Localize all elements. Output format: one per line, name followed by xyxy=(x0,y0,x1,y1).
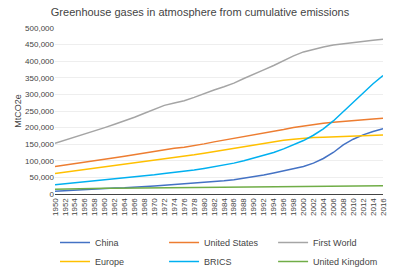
svg-text:1982: 1982 xyxy=(210,198,219,216)
svg-text:1992: 1992 xyxy=(259,198,268,216)
svg-text:1984: 1984 xyxy=(220,198,229,216)
svg-text:1988: 1988 xyxy=(239,198,248,216)
svg-text:2010: 2010 xyxy=(349,198,358,216)
svg-text:1972: 1972 xyxy=(160,198,169,216)
svg-text:450,000: 450,000 xyxy=(25,40,54,49)
svg-text:1960: 1960 xyxy=(100,198,109,216)
svg-text:2008: 2008 xyxy=(339,198,348,216)
svg-text:150,000: 150,000 xyxy=(25,140,54,149)
svg-text:2016: 2016 xyxy=(379,198,388,216)
svg-text:400,000: 400,000 xyxy=(25,57,54,66)
svg-text:1994: 1994 xyxy=(269,198,278,216)
svg-text:1968: 1968 xyxy=(140,198,149,216)
svg-text:2002: 2002 xyxy=(309,198,318,216)
svg-text:1978: 1978 xyxy=(190,198,199,216)
svg-text:1952: 1952 xyxy=(61,198,70,216)
svg-text:Europe: Europe xyxy=(95,257,124,267)
svg-text:50,000: 50,000 xyxy=(30,173,55,182)
svg-text:United States: United States xyxy=(204,238,259,248)
svg-text:1950: 1950 xyxy=(51,198,60,216)
svg-text:2006: 2006 xyxy=(329,198,338,216)
svg-text:First World: First World xyxy=(313,238,356,248)
svg-text:1966: 1966 xyxy=(130,198,139,216)
svg-text:2000: 2000 xyxy=(299,198,308,216)
svg-text:1962: 1962 xyxy=(110,198,119,216)
svg-text:500,000: 500,000 xyxy=(25,24,54,33)
svg-text:1976: 1976 xyxy=(180,198,189,216)
svg-text:China: China xyxy=(95,238,119,248)
svg-text:Greenhouse gases in atmosphere: Greenhouse gases in atmosphere from cumu… xyxy=(51,6,350,18)
svg-text:300,000: 300,000 xyxy=(25,90,54,99)
svg-text:United Kingdom: United Kingdom xyxy=(313,257,377,267)
svg-text:1998: 1998 xyxy=(289,198,298,216)
svg-text:250,000: 250,000 xyxy=(25,107,54,116)
svg-text:0: 0 xyxy=(50,190,55,199)
svg-text:1956: 1956 xyxy=(80,198,89,216)
svg-text:2012: 2012 xyxy=(359,198,368,216)
svg-text:1964: 1964 xyxy=(120,198,129,216)
svg-text:BRICS: BRICS xyxy=(204,257,232,267)
svg-text:1986: 1986 xyxy=(230,198,239,216)
svg-text:1958: 1958 xyxy=(90,198,99,216)
svg-text:1974: 1974 xyxy=(170,198,179,216)
svg-text:1970: 1970 xyxy=(150,198,159,216)
svg-text:2004: 2004 xyxy=(319,198,328,216)
svg-text:200,000: 200,000 xyxy=(25,123,54,132)
svg-text:1990: 1990 xyxy=(249,198,258,216)
svg-text:1954: 1954 xyxy=(70,198,79,216)
svg-text:2014: 2014 xyxy=(369,198,378,216)
svg-text:100,000: 100,000 xyxy=(25,157,54,166)
svg-text:1996: 1996 xyxy=(279,198,288,216)
svg-text:350,000: 350,000 xyxy=(25,74,54,83)
svg-text:1980: 1980 xyxy=(200,198,209,216)
svg-text:MtCO2e: MtCO2e xyxy=(13,94,23,128)
